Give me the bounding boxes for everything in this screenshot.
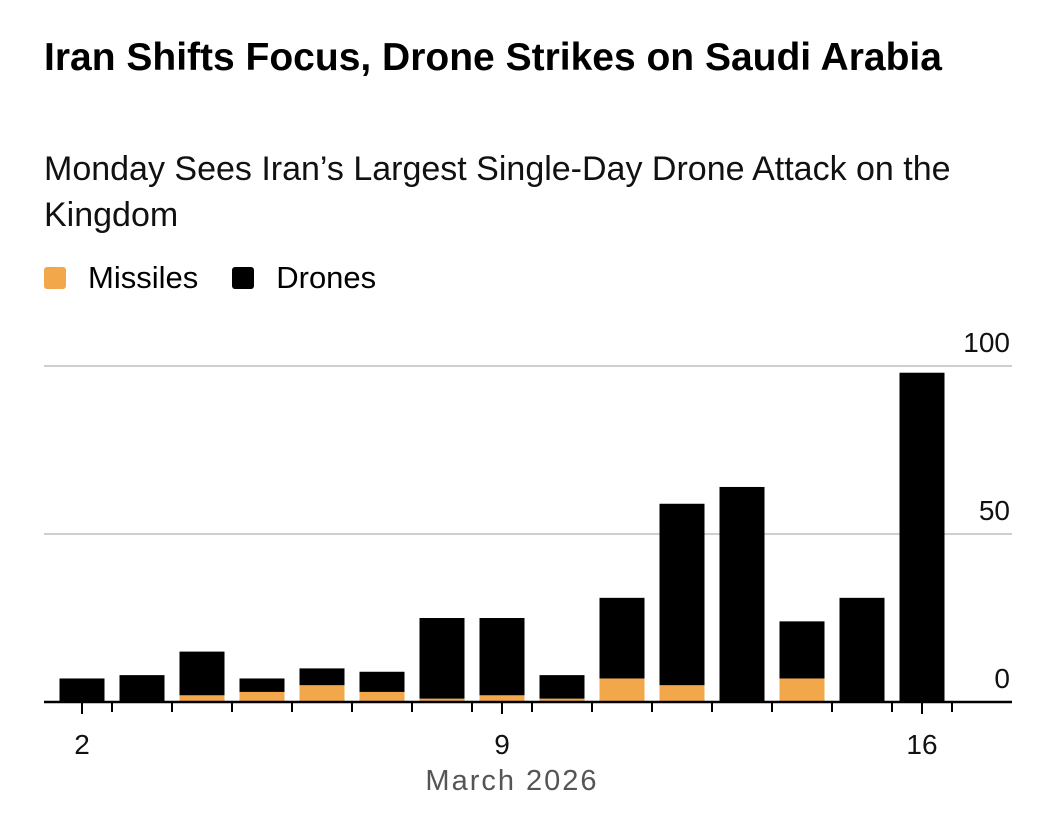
legend-swatch-missiles bbox=[44, 267, 66, 289]
legend-label-drones: Drones bbox=[276, 260, 377, 295]
legend-label-missiles: Missiles bbox=[88, 260, 199, 295]
bar-drones-10 bbox=[539, 675, 585, 699]
x-axis-title: March 2026 bbox=[425, 765, 598, 797]
bar-missiles-7 bbox=[359, 691, 405, 702]
bar-drones-14 bbox=[779, 621, 825, 679]
legend-item-missiles: Missiles bbox=[44, 260, 198, 296]
bar-missiles-5 bbox=[239, 691, 285, 702]
y-tick-label-100: 100 bbox=[963, 327, 1010, 358]
x-tick-label-2: 2 bbox=[74, 729, 90, 760]
bar-drones-6 bbox=[299, 668, 345, 686]
bar-drones-11 bbox=[599, 597, 645, 679]
y-tick-label-0: 0 bbox=[994, 663, 1010, 694]
bar-drones-3 bbox=[119, 675, 165, 702]
x-tick-label-16: 16 bbox=[906, 729, 937, 760]
legend-item-drones: Drones bbox=[232, 260, 376, 296]
bar-drones-15 bbox=[839, 597, 885, 702]
chart-title: Iran Shifts Focus, Drone Strikes on Saud… bbox=[44, 36, 942, 79]
bar-missiles-10 bbox=[539, 698, 585, 702]
bar-drones-7 bbox=[359, 671, 405, 692]
x-tick-label-9: 9 bbox=[494, 729, 510, 760]
bar-missiles-11 bbox=[599, 678, 645, 702]
bar-drones-16 bbox=[899, 372, 945, 702]
bar-drones-5 bbox=[239, 678, 285, 692]
bar-drones-12 bbox=[659, 503, 705, 686]
bar-missiles-4 bbox=[179, 695, 225, 702]
bar-missiles-6 bbox=[299, 685, 345, 702]
chart-subtitle: Monday Sees Iran’s Largest Single-Day Dr… bbox=[44, 150, 951, 234]
bar-drones-4 bbox=[179, 651, 225, 696]
bar-drones-2 bbox=[59, 678, 105, 702]
bar-drones-8 bbox=[419, 618, 465, 699]
bar-drones-9 bbox=[479, 618, 525, 696]
bar-chart: 0 50 100 2 9 16 March 2026 bbox=[44, 327, 1012, 797]
legend: Missiles Drones bbox=[44, 256, 410, 300]
y-tick-label-50: 50 bbox=[979, 495, 1010, 526]
bar-missiles-8 bbox=[419, 698, 465, 702]
bar-missiles-9 bbox=[479, 695, 525, 702]
bar-drones-13 bbox=[719, 486, 765, 702]
bar-missiles-12 bbox=[659, 685, 705, 702]
bar-missiles-14 bbox=[779, 678, 825, 702]
legend-swatch-drones bbox=[232, 267, 255, 289]
